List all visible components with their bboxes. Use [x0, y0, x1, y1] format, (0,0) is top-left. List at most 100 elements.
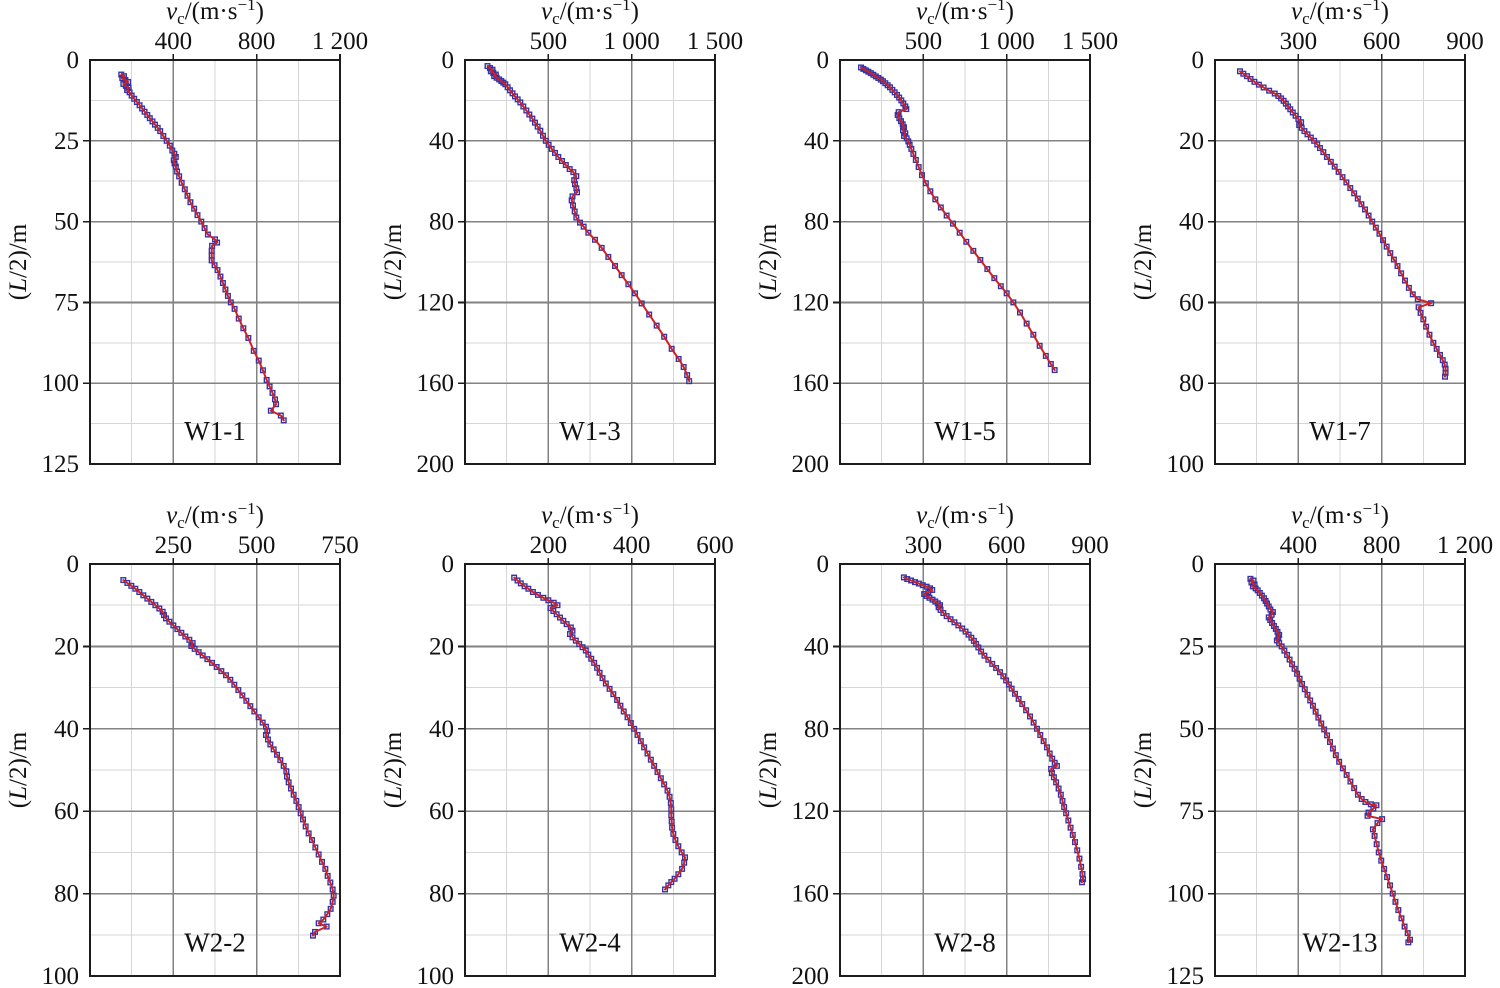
velocity-profile-line [486, 65, 691, 383]
svg-text:1 200: 1 200 [312, 28, 368, 55]
svg-text:60: 60 [54, 798, 79, 825]
svg-text:40: 40 [54, 716, 79, 743]
svg-text:200: 200 [792, 451, 830, 478]
grid-major [1215, 564, 1465, 976]
svg-text:60: 60 [429, 798, 454, 825]
x-axis-title: vc/(m·s−1) [166, 0, 264, 28]
grid-minor [840, 60, 1090, 464]
svg-text:40: 40 [804, 128, 829, 155]
chart-W2-13: 400 800 1 200 0 25 50 75 100 125 vc/(m·s−1) (L/2)/… [1125, 494, 1500, 988]
chart-W2-2: 250 500 750 0 20 40 60 80 100 vc/(m·s−1) (L/2)/m W2… [0, 494, 375, 988]
y-axis-title: (L/2)/m [5, 731, 32, 808]
svg-text:20: 20 [54, 633, 79, 660]
grid-major [840, 60, 1090, 464]
svg-text:75: 75 [54, 289, 79, 316]
svg-text:160: 160 [792, 881, 830, 908]
velocity-profile-line [860, 66, 1056, 372]
velocity-profile-line [1249, 577, 1411, 944]
grid-minor [465, 60, 715, 464]
y-tick-labels: 0 20 40 60 80 100 [417, 551, 455, 988]
svg-text:0: 0 [442, 551, 455, 578]
grid-minor [1215, 60, 1465, 464]
grid-minor [465, 564, 715, 976]
svg-text:600: 600 [696, 532, 734, 559]
svg-text:100: 100 [1167, 451, 1205, 478]
svg-text:120: 120 [792, 289, 830, 316]
svg-text:250: 250 [155, 532, 193, 559]
grid-minor [90, 564, 340, 976]
plot-border [89, 59, 341, 465]
svg-text:300: 300 [905, 532, 943, 559]
y-axis-title: (L/2)/m [1130, 731, 1157, 808]
grid-major [90, 60, 340, 464]
svg-text:80: 80 [429, 881, 454, 908]
velocity-profile-line [902, 576, 1085, 884]
svg-text:200: 200 [530, 532, 568, 559]
svg-text:600: 600 [988, 532, 1026, 559]
y-tick-labels: 0 25 50 75 100 125 [1167, 551, 1205, 988]
grid-major [465, 564, 715, 976]
x-axis-title: vc/(m·s−1) [166, 499, 264, 532]
x-tick-labels: 500 1 000 1 500 [530, 28, 744, 55]
svg-text:0: 0 [67, 47, 80, 74]
y-tick-labels: 0 20 40 60 80 100 [1167, 47, 1205, 478]
svg-text:50: 50 [1179, 716, 1204, 743]
svg-text:0: 0 [442, 47, 455, 74]
svg-text:200: 200 [792, 963, 830, 988]
x-axis-title: vc/(m·s−1) [541, 499, 639, 532]
y-axis-title: (L/2)/m [380, 223, 407, 300]
panel-label: W2-4 [559, 927, 621, 957]
x-tick-labels: 250 500 750 [155, 532, 359, 559]
plot-border [89, 563, 341, 977]
y-axis-title: (L/2)/m [755, 223, 782, 300]
svg-text:25: 25 [54, 128, 79, 155]
svg-text:900: 900 [1071, 532, 1109, 559]
x-tick-labels: 300 600 900 [1280, 28, 1484, 55]
grid-minor [1215, 564, 1465, 976]
grid-major [90, 564, 340, 976]
plot-border [464, 59, 716, 465]
svg-text:1 200: 1 200 [1437, 532, 1493, 559]
svg-text:0: 0 [817, 551, 830, 578]
velocity-profile-line [122, 579, 335, 937]
x-tick-labels: 200 400 600 [530, 532, 734, 559]
svg-text:60: 60 [1179, 289, 1204, 316]
svg-text:80: 80 [1179, 370, 1204, 397]
svg-text:125: 125 [42, 451, 80, 478]
svg-text:500: 500 [530, 28, 568, 55]
plot-border [464, 563, 716, 977]
svg-text:25: 25 [1179, 633, 1204, 660]
chart-W1-1: 400 800 1 200 0 25 50 75 100 125 vc/(m·s−1) (L/2)/… [0, 0, 375, 494]
velocity-profile-line [120, 73, 285, 422]
grid-major [840, 564, 1090, 976]
panel-label: W1-7 [1309, 416, 1370, 446]
velocity-profile-line [513, 576, 686, 891]
x-axis-title: vc/(m·s−1) [541, 0, 639, 28]
svg-text:800: 800 [1363, 532, 1401, 559]
svg-text:750: 750 [321, 532, 359, 559]
x-tick-labels: 500 1 000 1 500 [905, 28, 1119, 55]
svg-text:160: 160 [417, 370, 455, 397]
svg-text:100: 100 [417, 963, 455, 988]
panel-label: W1-5 [934, 416, 995, 446]
svg-text:600: 600 [1363, 28, 1401, 55]
svg-text:500: 500 [238, 532, 276, 559]
svg-text:40: 40 [429, 716, 454, 743]
svg-text:400: 400 [613, 532, 651, 559]
chart-W1-3: 500 1 000 1 500 0 40 80 120 160 200 vc/(m·s−1) (L/… [375, 0, 750, 494]
chart-W2-4: 200 400 600 0 20 40 60 80 100 vc/(m·s−1) (L/2)/m W2… [375, 494, 750, 988]
svg-text:50: 50 [54, 209, 79, 236]
x-axis-title: vc/(m·s−1) [1291, 499, 1389, 532]
x-axis-title: vc/(m·s−1) [916, 499, 1014, 532]
chart-W1-5: 500 1 000 1 500 0 40 80 120 160 200 vc/(m·s−1) (L/… [750, 0, 1125, 494]
y-axis-title: (L/2)/m [380, 731, 407, 808]
svg-text:0: 0 [1192, 47, 1205, 74]
svg-text:900: 900 [1446, 28, 1484, 55]
svg-text:120: 120 [792, 798, 830, 825]
y-tick-labels: 0 40 80 120 160 200 [417, 47, 455, 478]
panel-label: W2-13 [1303, 927, 1378, 957]
plot-border [1214, 59, 1466, 465]
svg-text:20: 20 [429, 633, 454, 660]
svg-text:1 000: 1 000 [979, 28, 1035, 55]
